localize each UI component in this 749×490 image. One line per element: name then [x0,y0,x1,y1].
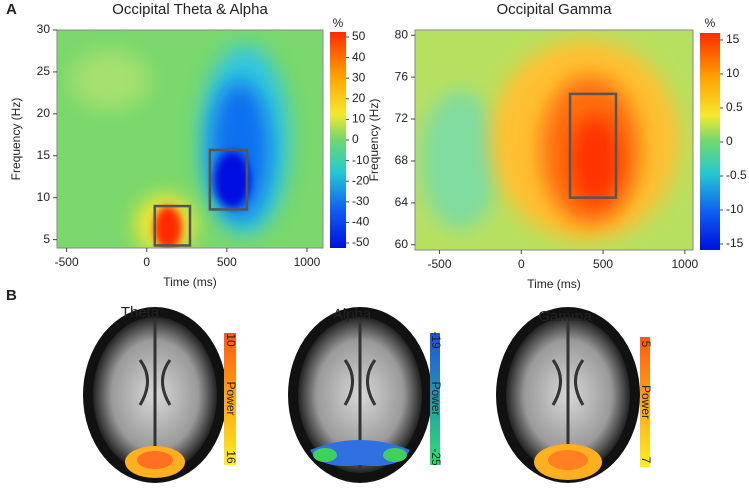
x-tick-label: 1000 [671,257,698,271]
colorbar-tick-label: 16 [224,450,238,464]
colorbar-label: % [333,16,344,30]
plot-frame [56,29,324,249]
y-tick-label: 30 [37,22,51,36]
brain-image [288,307,440,483]
colorbar-tick-label: -10 [352,153,370,167]
y-tick-label: 72 [395,111,409,125]
y-tick-label: 10 [37,190,51,204]
colorbar-tick-label: 5 [639,341,653,348]
y-tick-label: 25 [37,64,51,78]
colorbar-label: Power [639,385,653,419]
colorbar-label: % [705,16,716,30]
y-tick-label: 76 [395,69,409,83]
colorbar [700,33,720,250]
colorbar-tick-label: 0 [352,132,359,146]
colorbar-tick-label: -40 [352,215,370,229]
x-tick-label: 500 [217,255,237,269]
colorbar [330,32,346,248]
heatmap-texture [57,30,323,248]
colorbar-tick-label: 10 [224,333,238,347]
colorbar-tick-label: -20 [352,173,370,187]
colorbar-tick-label: 20 [352,91,366,105]
plot-frame [414,29,694,251]
y-axis-label: Frequency (Hz) [367,99,381,182]
colorbar-tick-label: 10 [726,66,740,80]
colorbar-tick-label: 15 [726,32,740,46]
y-tick-label: 60 [395,237,409,251]
colorbar-tick-label: -25 [429,448,443,466]
heatmap-texture [415,30,693,250]
colorbar-tick-label: -0.5 [726,168,747,182]
colorbar-tick-label: -15 [726,236,744,250]
y-tick-label: 15 [37,148,51,162]
x-tick-label: 0 [518,257,525,271]
brain-image [496,307,650,483]
colorbar-tick-label: 30 [352,70,366,84]
colorbar-tick-label: -30 [352,194,370,208]
y-tick-label: 5 [43,232,50,246]
x-axis-label: Time (ms) [163,275,217,289]
region-box [568,92,618,199]
colorbar-label: Power [429,381,443,415]
x-axis-label: Time (ms) [527,277,581,291]
brain-image [83,307,236,483]
brain-title: Alpha [333,306,372,323]
colorbar-tick-label: 50 [352,29,366,43]
y-tick-label: 64 [395,195,409,209]
colorbar-tick-label: 10 [352,112,366,126]
x-tick-label: -500 [55,255,79,269]
x-tick-label: 0 [143,255,150,269]
chart-title: Occipital Gamma [496,1,612,18]
x-tick-label: 1000 [294,255,321,269]
colorbar-tick-label: -50 [352,235,370,249]
y-tick-label: 80 [395,27,409,41]
chart-title: Occipital Theta & Alpha [112,1,268,18]
y-tick-label: 68 [395,153,409,167]
brain-title: Gamma [538,308,592,325]
region-box [153,204,192,247]
y-axis-label: Frequency (Hz) [9,98,23,181]
colorbar-label: Power [224,381,238,415]
colorbar-tick-label: 0 [726,134,733,148]
colorbar-tick-label: 0.5 [726,100,743,114]
colorbar-tick-label: 7 [639,457,653,464]
region-box [208,148,249,211]
x-tick-label: 500 [593,257,613,271]
colorbar-tick-label: -10 [726,202,744,216]
x-tick-label: -500 [428,257,452,271]
colorbar-tick-label: -19 [429,331,443,349]
panel-letter: A [6,1,17,18]
panel-letter: B [6,287,17,304]
colorbar-tick-label: 40 [352,50,366,64]
brain-title: Theta [121,304,160,321]
y-tick-label: 20 [37,106,51,120]
